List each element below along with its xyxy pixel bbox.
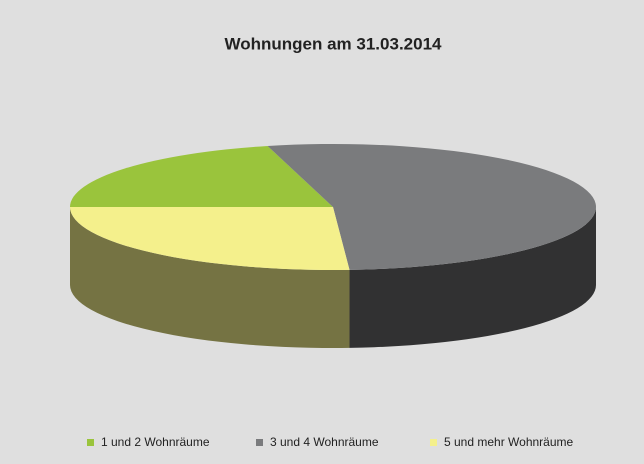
legend-swatch (87, 439, 94, 446)
legend-swatch (256, 439, 263, 446)
pie-slice (70, 207, 350, 270)
chart-title: Wohnungen am 31.03.2014 (225, 34, 443, 53)
pie-slice (267, 143, 597, 270)
legend-label: 5 und mehr Wohnräume (444, 435, 574, 449)
legend-label: 3 und 4 Wohnräume (270, 435, 379, 449)
pie-slice (70, 145, 333, 207)
pie-side (70, 207, 350, 348)
legend-label: 1 und 2 Wohnräume (101, 435, 210, 449)
pie-side (349, 207, 596, 348)
legend-swatch (430, 439, 437, 446)
